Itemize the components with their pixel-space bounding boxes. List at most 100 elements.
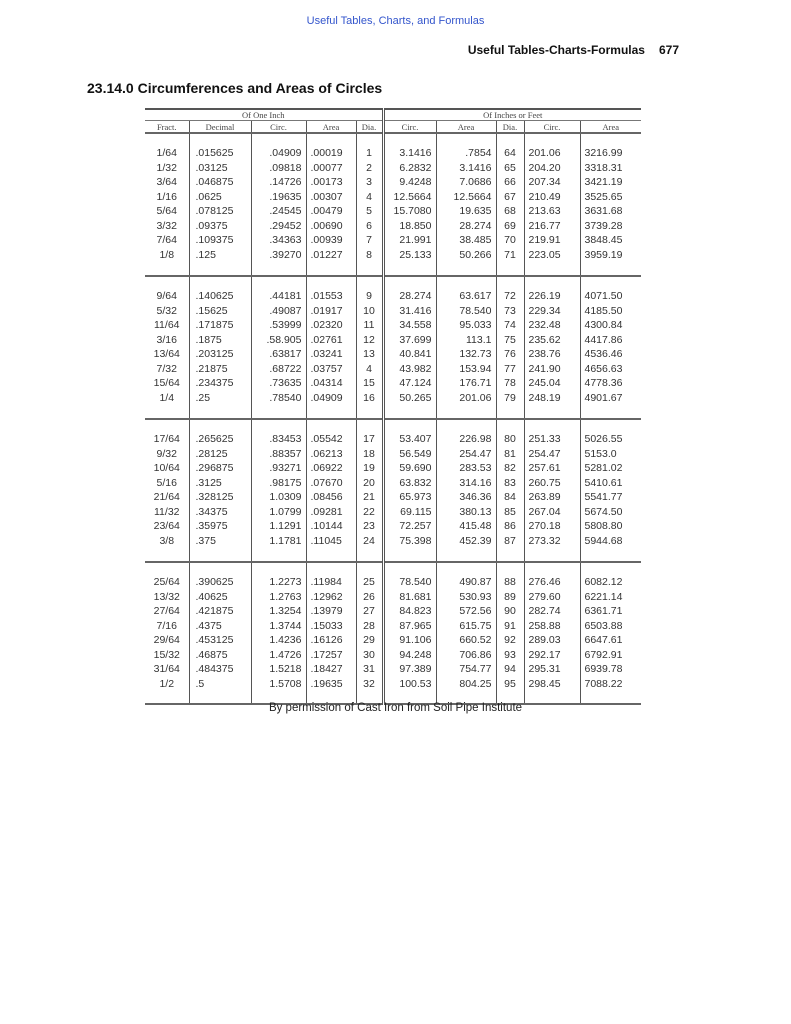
section-title: 23.14.0 Circumferences and Areas of Circ…: [87, 80, 383, 96]
cell-dia: 4: [355, 361, 383, 376]
cell-decimal: .15625: [188, 303, 251, 318]
cell-decimal: .453125: [188, 633, 251, 648]
cell-fraction: 23/64: [153, 520, 180, 533]
cell-area-2: 6082.12: [579, 575, 642, 590]
cell-dia-2: 93: [495, 647, 524, 662]
table-row: 7/32 .21875.68722.03757 4 43.982 153.94 77 241…: [145, 361, 642, 376]
cell-dia: 12: [355, 332, 383, 347]
group-header-one-inch: Of One Inch: [145, 108, 383, 121]
cell-dia: 32: [355, 676, 383, 691]
cell-circ-inch: .68722: [250, 361, 306, 376]
cell-fraction: 27/64: [153, 605, 180, 618]
cell-decimal: .35975: [188, 519, 251, 534]
cell-area-2: 4901.67: [579, 390, 642, 405]
table-row: 7/64 .109375.34363.00939 7 21.991 38.485 70 21…: [145, 233, 642, 248]
cell-dia-2: 74: [495, 318, 524, 333]
cell-decimal: .0625: [188, 189, 251, 204]
cell-fraction: 21/64: [153, 491, 180, 504]
group-separator: [145, 419, 642, 432]
cell-dia: 23: [355, 519, 383, 534]
cell-decimal: .015625: [188, 146, 251, 161]
cell-circ-inch: .29452: [250, 218, 306, 233]
cell-dia-2: 77: [495, 361, 524, 376]
table-row: 3/64 .046875.14726.00173 3 9.4248 7.0686 66 20…: [145, 175, 642, 190]
cell-area: 78.540: [435, 303, 496, 318]
cell-area-inch: .02761: [305, 332, 356, 347]
cell-circ: 63.832: [381, 475, 436, 490]
cell-circ-inch: .93271: [250, 461, 306, 476]
cell-circ: 40.841: [381, 347, 436, 362]
cell-fraction: 1/4: [159, 391, 175, 404]
cell-fraction: 15/64: [153, 377, 180, 390]
cell-circ: 72.257: [381, 519, 436, 534]
cell-area-2: 7088.22: [579, 676, 642, 691]
cell-decimal: .25: [188, 390, 251, 405]
cell-circ: 34.558: [381, 318, 436, 333]
cell-area-2: 3525.65: [579, 189, 642, 204]
cell-circ: 9.4248: [381, 175, 436, 190]
table-row: 25/64 .390625 1.2273.11984 25 78.540 490.87 88…: [145, 575, 642, 590]
cell-area-2: 4300.84: [579, 318, 642, 333]
cell-area: 660.52: [435, 633, 496, 648]
cell-dia: 17: [355, 432, 383, 447]
cell-fraction: 3/16: [156, 333, 177, 346]
cell-circ: 12.5664: [381, 189, 436, 204]
cell-circ: 78.540: [381, 575, 436, 590]
cell-area-inch: .06213: [305, 446, 356, 461]
cell-decimal: .296875: [188, 461, 251, 476]
permission-footer: By permission of Cast Iron from Soil Pip…: [268, 702, 523, 714]
cell-circ-inch: .83453: [250, 432, 306, 447]
cell-circ-inch: .58.905: [250, 332, 306, 347]
cell-dia-2: 65: [495, 160, 524, 175]
table-row: 9/64 .140625.44181.01553 9 28.274 63.617 72 22…: [145, 289, 642, 304]
cell-area-inch: .04314: [305, 376, 356, 391]
cell-fraction: 29/64: [153, 634, 180, 647]
table-row: 5/16 .3125.98175.07670 20 63.832 314.16 83 260…: [145, 475, 642, 490]
cell-area: 283.53: [435, 461, 496, 476]
circles-table-wrapper: Of One Inch Of Inches or Feet Fract. Deci…: [145, 108, 642, 705]
cell-fraction: 10/64: [153, 462, 180, 475]
cell-circ-inch: 1.3744: [250, 618, 306, 633]
cell-area-inch: .07670: [305, 475, 356, 490]
top-link[interactable]: Useful Tables, Charts, and Formulas: [306, 15, 485, 27]
group-separator: [145, 405, 642, 420]
cell-circ-2: 276.46: [523, 575, 580, 590]
cell-dia: 4: [355, 189, 383, 204]
cell-circ-2: 260.75: [523, 475, 580, 490]
cell-decimal: .234375: [188, 376, 251, 391]
cell-decimal: .1875: [188, 332, 251, 347]
cell-area-2: 5153.0: [579, 446, 642, 461]
cell-circ-2: 295.31: [523, 662, 580, 677]
cell-circ-2: 235.62: [523, 332, 580, 347]
cell-circ-2: 223.05: [523, 247, 580, 262]
cell-area-inch: .03757: [305, 361, 356, 376]
cell-dia-2: 78: [495, 376, 524, 391]
cell-dia-2: 70: [495, 233, 524, 248]
cell-circ-2: 282.74: [523, 604, 580, 619]
cell-circ-2: 251.33: [523, 432, 580, 447]
cell-decimal: .09375: [188, 218, 251, 233]
cell-dia: 27: [355, 604, 383, 619]
table-row: 13/64 .203125.63817.03241 13 40.841 132.73 76…: [145, 347, 642, 362]
cell-dia-2: 75: [495, 332, 524, 347]
cell-circ-inch: 1.1781: [250, 533, 306, 548]
cell-circ: 100.53: [381, 676, 436, 691]
cell-decimal: .390625: [188, 575, 251, 590]
cell-dia: 31: [355, 662, 383, 677]
cell-area-inch: .13979: [305, 604, 356, 619]
cell-dia-2: 68: [495, 204, 524, 219]
cell-dia: 28: [355, 618, 383, 633]
cell-area-2: 5674.50: [579, 504, 642, 519]
cell-fraction: 13/32: [153, 590, 180, 603]
cell-fraction: 1/2: [159, 677, 175, 690]
cell-circ: 84.823: [381, 604, 436, 619]
cell-circ: 37.699: [381, 332, 436, 347]
cell-circ: 50.265: [381, 390, 436, 405]
cell-circ-2: 229.34: [523, 303, 580, 318]
table-row: 3/8 .375 1.1781.11045 24 75.398 452.39 87 273.3…: [145, 533, 642, 548]
cell-area-inch: .08456: [305, 490, 356, 505]
cell-dia: 24: [355, 533, 383, 548]
cell-dia-2: 86: [495, 519, 524, 534]
cell-decimal: .328125: [188, 490, 251, 505]
cell-area-inch: .00077: [305, 160, 356, 175]
